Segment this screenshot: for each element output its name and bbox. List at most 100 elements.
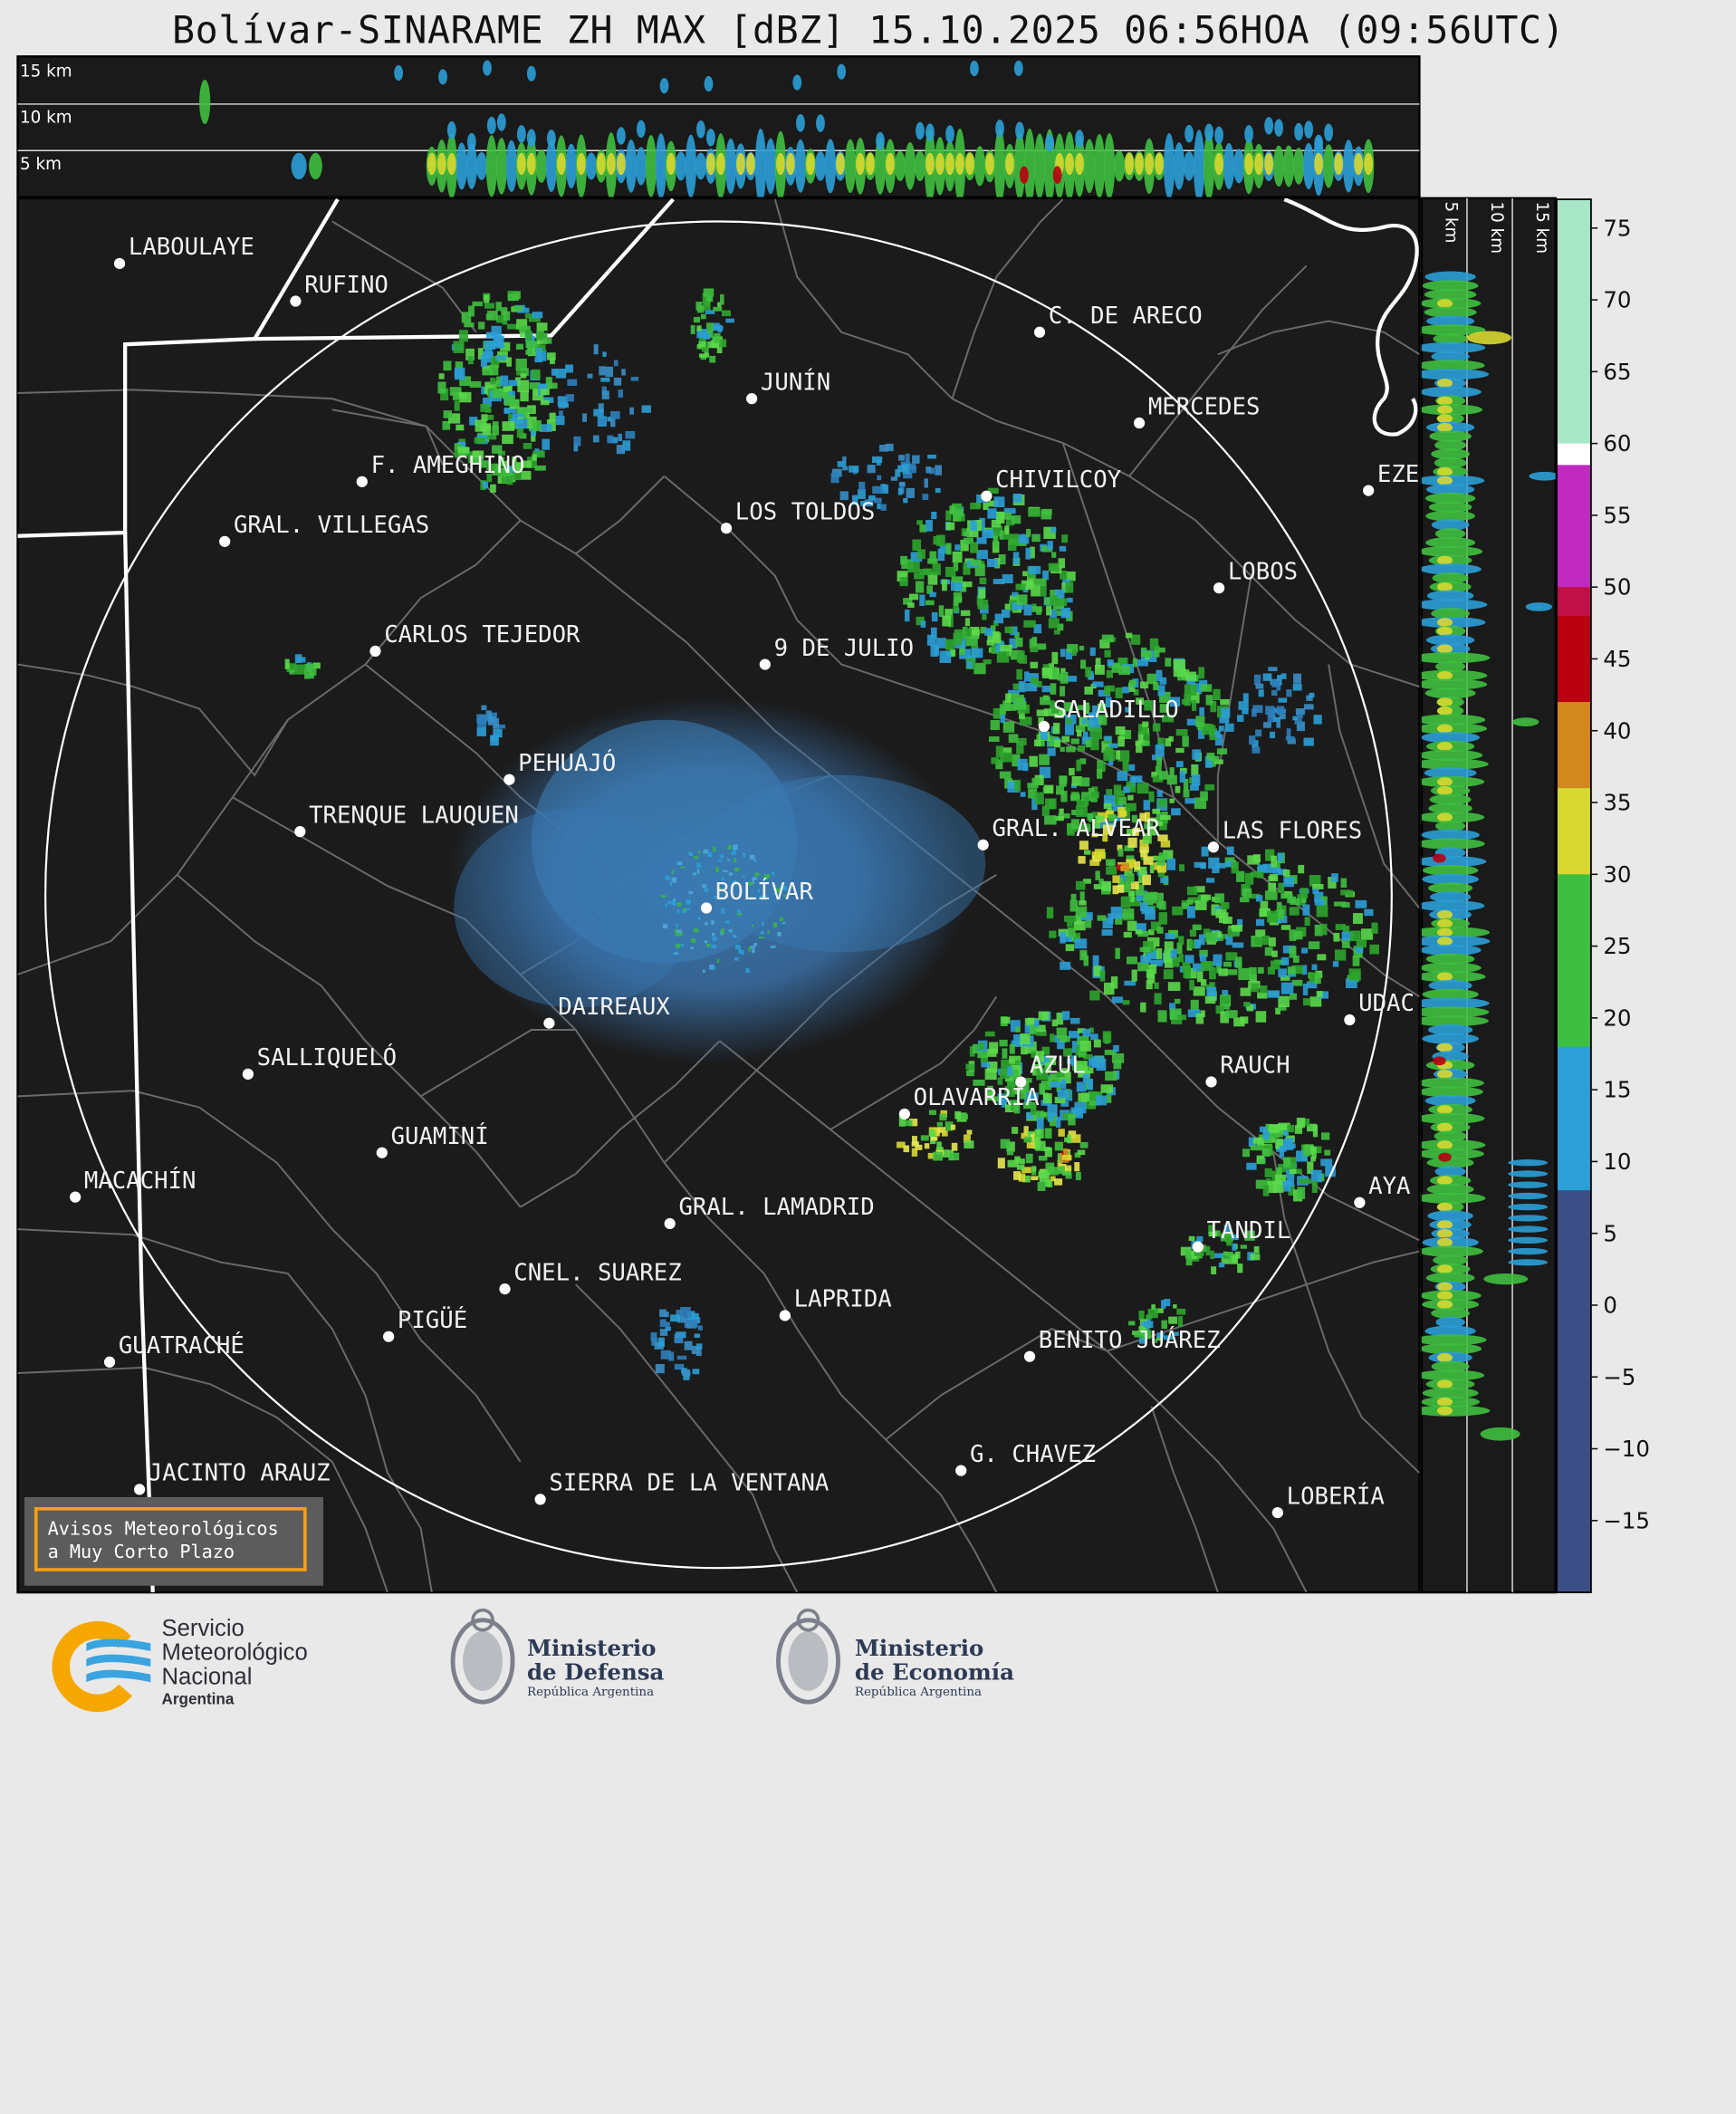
profile-echo [1083, 139, 1096, 194]
city-marker[interactable]: CHIVILCOY [981, 466, 1121, 502]
city-marker[interactable]: GUAMINÍ [376, 1121, 489, 1158]
echo-pixel [1095, 658, 1101, 669]
echo-pixel [1026, 1142, 1035, 1148]
city-marker[interactable]: LOS TOLDOS [720, 498, 875, 534]
echo-pixel [897, 465, 908, 473]
echo-pixel [555, 368, 567, 379]
city-marker[interactable]: DAIREAUX [543, 994, 670, 1029]
echo-pixel [1287, 966, 1296, 975]
city-marker[interactable]: MACACHÍN [70, 1166, 196, 1203]
echo-pixel [939, 650, 952, 664]
echo-pixel [555, 416, 565, 426]
echo-pixel [712, 937, 717, 942]
colorbar-tick-label: −5 [1603, 1364, 1635, 1390]
echo-pixel [1068, 1031, 1080, 1039]
echo-pixel [696, 869, 700, 874]
radar-map[interactable]: LABOULAYE RUFINO C. DE ARECO JUNÍN MERCEDES F… [16, 197, 1421, 1594]
city-label: UDAC [1358, 990, 1415, 1017]
echo-pixel [1048, 736, 1060, 746]
echo-pixel [1120, 896, 1131, 908]
echo-pixel [1087, 812, 1093, 821]
echo-pixel [1302, 904, 1310, 916]
echo-pixel [1095, 1095, 1108, 1106]
city-marker[interactable]: LAPRIDA [779, 1286, 892, 1321]
profile-echo [1436, 423, 1453, 432]
city-marker[interactable]: LOBOS [1213, 558, 1298, 594]
city-marker[interactable]: UDAC [1344, 990, 1415, 1026]
city-marker[interactable]: SALLIQUELÓ [242, 1043, 397, 1081]
city-marker[interactable]: PIGÜÉ [383, 1305, 467, 1342]
echo-pixel [1113, 1060, 1122, 1070]
echo-pixel [963, 565, 971, 575]
city-marker[interactable]: TANDIL [1192, 1217, 1291, 1253]
city-marker[interactable]: G. CHAVEZ [955, 1441, 1096, 1476]
echo-pixel [1314, 891, 1324, 902]
city-marker[interactable]: LABOULAYE [113, 234, 254, 270]
city-marker[interactable]: 9 DE JULIO [759, 635, 914, 670]
city-marker[interactable]: AZUL [1015, 1052, 1086, 1088]
profile-echo [1324, 123, 1334, 142]
city-marker[interactable]: JUNÍN [746, 367, 830, 405]
echo-pixel [1306, 981, 1318, 989]
echo-pixel [1003, 507, 1016, 514]
city-marker[interactable]: PEHUAJÓ [504, 748, 616, 785]
echo-pixel [849, 466, 859, 473]
city-marker[interactable]: BOLÍVAR [700, 877, 814, 914]
echo-pixel [1262, 1131, 1270, 1140]
echo-pixel [1031, 797, 1038, 811]
profile-echo [1023, 128, 1036, 197]
profile-echo [1424, 767, 1477, 779]
profile-echo [1421, 776, 1485, 788]
echo-pixel [1035, 1051, 1044, 1062]
city-marker[interactable]: SIERRA DE LA VENTANA [534, 1470, 830, 1505]
echo-pixel [1101, 634, 1114, 643]
echo-pixel [1161, 1320, 1168, 1330]
city-marker[interactable]: F. AMEGHINO [356, 452, 525, 487]
echo-pixel [1292, 683, 1302, 691]
city-marker[interactable]: AYA [1354, 1173, 1410, 1208]
city-marker[interactable]: OLAVARRÍA [898, 1082, 1040, 1120]
echo-pixel [922, 494, 929, 500]
echo-pixel [1232, 942, 1244, 948]
echo-pixel [1138, 724, 1148, 735]
echo-pixel [565, 364, 574, 373]
echo-pixel [987, 508, 997, 519]
echo-pixel [999, 1071, 1010, 1080]
city-marker[interactable]: MERCEDES [1133, 393, 1260, 429]
echo-pixel [1044, 784, 1054, 794]
city-marker[interactable]: CNEL. SUAREZ [499, 1259, 682, 1295]
echo-pixel [1172, 906, 1184, 916]
city-marker[interactable]: TRENQUE LAUQUEN [294, 802, 519, 838]
echo-pixel [501, 307, 508, 316]
notice-box[interactable]: Avisos Meteorológicos a Muy Corto Plazo [34, 1506, 307, 1571]
city-marker[interactable]: BENITO JUÁREZ [1023, 1325, 1221, 1362]
city-marker[interactable]: GRAL. ALVEAR [977, 815, 1161, 850]
city-label: CNEL. SUAREZ [513, 1259, 681, 1286]
echo-pixel [482, 369, 494, 376]
city-marker[interactable]: GRAL. VILLEGAS [219, 512, 429, 547]
echo-pixel [1312, 1125, 1319, 1138]
echo-pixel [998, 553, 1006, 565]
city-marker[interactable]: GUATRACHÉ [103, 1331, 245, 1368]
echo-pixel [731, 851, 736, 855]
echo-pixel [916, 520, 923, 525]
echo-pixel [484, 341, 496, 351]
city-marker[interactable]: GRAL. LAMADRID [664, 1194, 875, 1230]
echo-pixel [1165, 933, 1175, 939]
echo-pixel [1155, 1308, 1164, 1313]
profile-echo [516, 152, 526, 176]
echo-pixel [705, 310, 715, 314]
city-marker[interactable]: EZE [1363, 461, 1419, 496]
city-marker[interactable]: C. DE ARECO [1033, 303, 1203, 338]
echo-pixel [1276, 722, 1281, 728]
echo-pixel [905, 1119, 913, 1127]
city-marker[interactable]: RAUCH [1205, 1052, 1290, 1088]
city-marker[interactable]: LAS FLORES [1207, 818, 1362, 853]
echo-pixel [905, 453, 910, 463]
city-marker[interactable]: CARLOS TEJEDOR [369, 621, 580, 658]
echo-pixel [1081, 718, 1088, 725]
city-marker[interactable]: LOBERÍA [1271, 1481, 1385, 1519]
city-marker[interactable]: JACINTO ARAUZ [133, 1460, 331, 1495]
city-marker[interactable]: RUFINO [290, 272, 388, 307]
city-marker[interactable]: SALADILLO [1038, 697, 1179, 733]
